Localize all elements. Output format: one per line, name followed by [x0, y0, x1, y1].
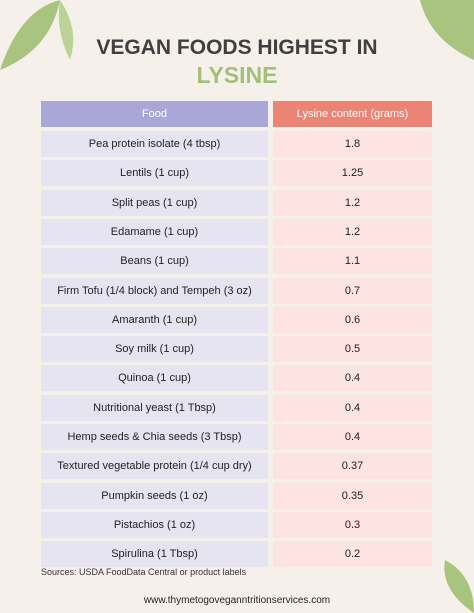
value-cell: 0.35	[273, 482, 432, 509]
title-highlight: LYSINE	[196, 62, 278, 88]
food-cell: Amaranth (1 cup)	[41, 306, 268, 333]
food-cell: Pea protein isolate (4 tbsp)	[41, 131, 268, 157]
food-cell: Pistachios (1 oz)	[41, 511, 268, 538]
value-cell: 0.7	[273, 277, 432, 304]
value-cell: 0.2	[273, 541, 432, 568]
value-cell: 1.2	[273, 189, 432, 216]
value-cell: 1.8	[273, 131, 432, 157]
value-cell: 0.3	[273, 511, 432, 538]
food-cell: Beans (1 cup)	[41, 248, 268, 275]
leaf	[444, 560, 474, 613]
value-cell: 0.6	[273, 306, 432, 333]
value-cell: 0.4	[273, 394, 432, 421]
leaf	[58, 0, 74, 60]
food-cell: Nutritional yeast (1 Tbsp)	[41, 394, 268, 421]
value-cell: 0.4	[273, 424, 432, 450]
header-cell: Lysine content (grams)	[273, 101, 432, 127]
leaf	[0, 0, 60, 70]
value-cell: 0.4	[273, 365, 432, 392]
food-cell: Edamame (1 cup)	[41, 218, 268, 245]
title: VEGAN FOODS HIGHEST IN	[96, 36, 378, 59]
value-cell: 1.2	[273, 218, 432, 245]
food-cell: Lentils (1 cup)	[41, 160, 268, 187]
food-cell: Quinoa (1 cup)	[41, 365, 268, 392]
value-cell: 0.5	[273, 336, 432, 363]
website: www.thymetogoveganntritionservices.com	[143, 595, 331, 606]
header-cell: Food	[41, 101, 268, 127]
food-cell: Firm Tofu (1/4 block) and Tempeh (3 oz)	[41, 277, 268, 304]
value-cell: 0.37	[273, 453, 432, 480]
food-cell: Textured vegetable protein (1/4 cup dry)	[41, 453, 268, 480]
food-cell: Split peas (1 cup)	[41, 189, 268, 216]
value-cell: 1.25	[273, 160, 432, 187]
food-cell: Spirulina (1 Tbsp)	[41, 541, 268, 568]
food-cell: Pumpkin seeds (1 oz)	[41, 482, 268, 509]
source: Sources: USDA FoodData Central or produc…	[41, 567, 247, 577]
food-cell: Hemp seeds & Chia seeds (3 Tbsp)	[41, 424, 268, 450]
value-cell: 1.1	[273, 248, 432, 275]
food-cell: Soy milk (1 cup)	[41, 336, 268, 363]
leaf	[420, 0, 474, 60]
